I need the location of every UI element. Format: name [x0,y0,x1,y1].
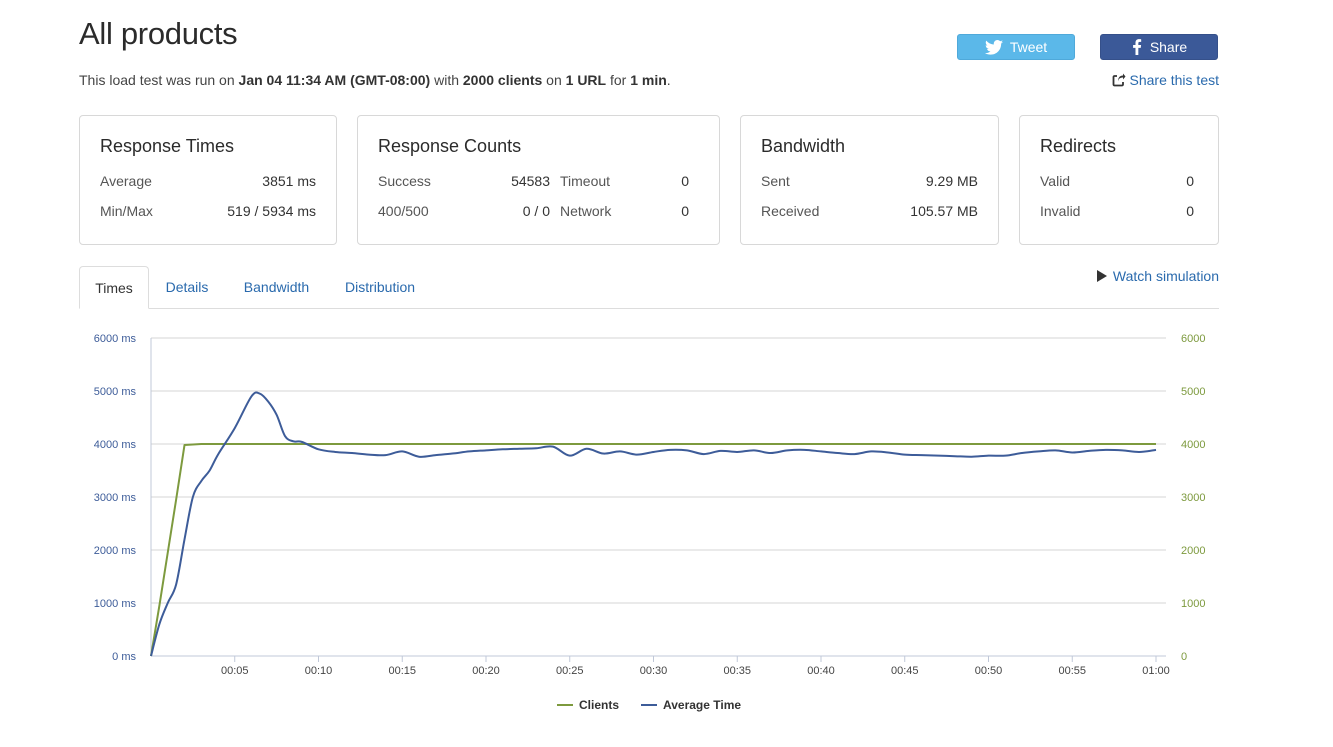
y-tick-label-left: 3000 ms [94,492,137,504]
y-tick-label-left: 1000 ms [94,598,137,610]
y-tick-label-left: 5000 ms [94,386,137,398]
minmax-label: Min/Max [100,203,153,219]
chart-legend: Clients Average Time [557,698,741,712]
tab-distribution[interactable]: Distribution [344,279,416,295]
sent-value: 9.29 MB [925,173,978,189]
summary-text: This load test was run on [79,72,239,88]
y-tick-label-right: 6000 [1181,333,1205,345]
summary-text: for [606,72,631,88]
x-tick-label: 00:35 [723,665,751,677]
x-tick-label: 01:00 [1142,665,1170,677]
legend-label: Average Time [663,698,741,712]
valid-value: 0 [1186,173,1194,189]
facebook-icon [1132,39,1141,55]
error-value: 0 / 0 [522,203,550,219]
card-title: Bandwidth [761,136,846,156]
tweet-label: Tweet [1009,39,1048,55]
success-value: 54583 [511,173,550,189]
y-tick-label-right: 0 [1181,651,1187,663]
received-label: Received [761,203,820,219]
redirects-card: Redirects Valid 0 Invalid 0 [1019,115,1219,245]
tab-bandwidth[interactable]: Bandwidth [243,279,310,295]
summary-duration: 1 min [630,72,667,88]
x-tick-label: 00:25 [556,665,584,677]
summary-date: Jan 04 11:34 AM (GMT-08:00) [238,72,431,88]
x-tick-label: 00:50 [975,665,1003,677]
response-times-card: Response Times Average 3851 ms Min/Max 5… [79,115,337,245]
share-test-link[interactable]: Share this test [1112,72,1220,88]
minmax-value: 519 / 5934 ms [227,203,316,219]
series-line-average-time [150,391,1157,657]
network-value: 0 [681,203,689,219]
x-tick-label: 00:15 [388,665,416,677]
summary-urls: 1 URL [565,72,607,88]
summary-text: with [430,72,463,88]
card-title: Redirects [1040,136,1117,156]
sent-label: Sent [761,173,790,189]
invalid-value: 0 [1186,203,1194,219]
x-tick-label: 00:05 [221,665,249,677]
share-label: Share [1149,39,1188,55]
response-time-chart: 0 ms 0 1000 ms 1000 2000 ms 2000 3000 ms 3000 40… [94,333,1206,712]
legend-label: Clients [579,698,619,712]
share-test-label: Share this test [1129,72,1220,88]
card-title: Response Counts [378,136,522,156]
timeout-label: Timeout [560,173,611,189]
watch-simulation-label: Watch simulation [1112,268,1219,284]
play-icon [1096,270,1107,282]
y-tick-label-left: 4000 ms [94,439,137,451]
test-summary: This load test was run on Jan 04 11:34 A… [79,72,671,88]
success-label: Success [378,173,431,189]
x-tick-label: 00:45 [891,665,919,677]
chart-axes: 0 ms 0 1000 ms 1000 2000 ms 2000 3000 ms 3000 40… [94,333,1206,677]
bandwidth-card: Bandwidth Sent 9.29 MB Received 105.57 M… [740,115,999,245]
x-tick-label: 00:20 [472,665,500,677]
chart-grid [151,337,1166,657]
error-label: 400/500 [378,203,429,219]
network-label: Network [560,203,612,219]
external-share-icon [1112,73,1125,87]
average-label: Average [100,173,152,189]
tweet-button[interactable]: Tweet [957,34,1075,60]
y-tick-label-right: 1000 [1181,598,1205,610]
watch-simulation-link[interactable]: Watch simulation [1096,268,1219,284]
x-tick-label: 00:40 [807,665,835,677]
response-counts-card: Response Counts Success 54583 Timeout 0 … [357,115,720,245]
series-line-clients [150,443,1156,657]
x-tick-label: 00:55 [1058,665,1086,677]
invalid-label: Invalid [1040,203,1081,219]
x-tick-label: 00:10 [305,665,333,677]
y-tick-label-left: 2000 ms [94,545,137,557]
page-title: All products [79,16,238,51]
tab-details[interactable]: Details [165,279,209,295]
y-tick-label-left: 0 ms [112,651,136,663]
chart-series [150,391,1157,657]
twitter-icon [984,39,1003,55]
y-tick-label-right: 4000 [1181,439,1205,451]
average-value: 3851 ms [262,173,316,189]
chart-tabs: Times Details Bandwidth Distribution [79,266,1219,309]
y-tick-label-right: 2000 [1181,545,1205,557]
summary-text: on [542,72,566,88]
summary-clients: 2000 clients [462,72,543,88]
y-tick-label-right: 5000 [1181,386,1205,398]
summary-text: . [666,72,671,88]
y-tick-label-right: 3000 [1181,492,1205,504]
valid-label: Valid [1040,173,1071,189]
facebook-share-button[interactable]: Share [1100,34,1218,60]
x-tick-label: 00:30 [640,665,668,677]
tab-times[interactable]: Times [79,266,149,309]
y-tick-label-left: 6000 ms [94,333,137,345]
timeout-value: 0 [681,173,689,189]
card-title: Response Times [100,136,235,156]
received-value: 105.57 MB [910,203,978,219]
